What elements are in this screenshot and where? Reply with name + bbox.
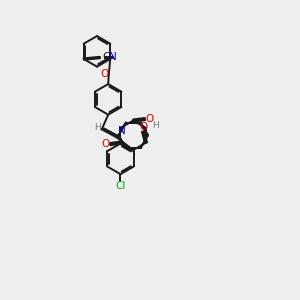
Text: C: C [102,52,110,62]
Text: H: H [152,121,159,130]
Text: O: O [102,139,110,149]
Text: O: O [139,122,147,132]
Text: Cl: Cl [115,181,126,191]
Text: O: O [145,114,154,124]
Text: N: N [118,126,126,136]
Text: N: N [110,52,117,62]
Text: O: O [100,69,109,79]
Text: H: H [94,122,101,131]
